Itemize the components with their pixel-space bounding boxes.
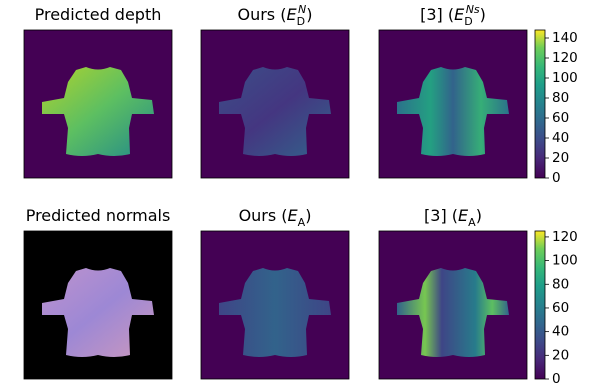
tick-label: 40 <box>552 130 569 146</box>
tick-label: 60 <box>552 110 569 126</box>
title-text: ) <box>305 206 311 225</box>
tick-label: 0 <box>552 371 561 387</box>
tick-label: 100 <box>552 253 578 269</box>
tick-label: 140 <box>552 30 578 46</box>
title-text: Ours ( <box>237 5 286 24</box>
tick-label: 0 <box>552 170 561 186</box>
panel-title: Predicted normals <box>26 206 171 225</box>
tick-label: 100 <box>552 70 578 86</box>
title-subscript: D <box>464 15 472 28</box>
panel-title: Predicted depth <box>35 5 162 24</box>
colorbar <box>535 30 545 178</box>
title-superscript: N <box>298 3 306 16</box>
title-text: [3] ( <box>420 5 454 24</box>
figure: Predicted depth Ours (EDN) [3] (EDNs) Predi… <box>0 0 598 388</box>
colorbar <box>535 231 545 379</box>
panel-title: [3] (EDNs) <box>420 3 486 28</box>
title-text: Predicted normals <box>26 206 171 225</box>
panel-title: Ours (EA) <box>239 206 312 229</box>
tick-label: 120 <box>552 50 578 66</box>
title-text: ) <box>306 5 312 24</box>
tick-label: 20 <box>552 150 569 166</box>
title-text: [3] ( <box>424 206 458 225</box>
tick-label: 80 <box>552 90 569 106</box>
panel-title: [3] (EA) <box>424 206 482 229</box>
title-text: Predicted depth <box>35 5 162 24</box>
tick-label: 80 <box>552 276 569 292</box>
panel-title: Ours (EDN) <box>237 3 312 28</box>
title-text: ) <box>476 206 482 225</box>
title-text: Ours ( <box>239 206 288 225</box>
title-text: ) <box>480 5 486 24</box>
title-subscript: D <box>297 15 305 28</box>
tick-label: 120 <box>552 229 578 245</box>
tick-label: 20 <box>552 347 569 363</box>
tick-label: 60 <box>552 300 569 316</box>
panels: Predicted depth Ours (EDN) [3] (EDNs) Predi… <box>24 3 578 387</box>
tick-label: 40 <box>552 324 569 340</box>
title-superscript: Ns <box>466 3 480 16</box>
